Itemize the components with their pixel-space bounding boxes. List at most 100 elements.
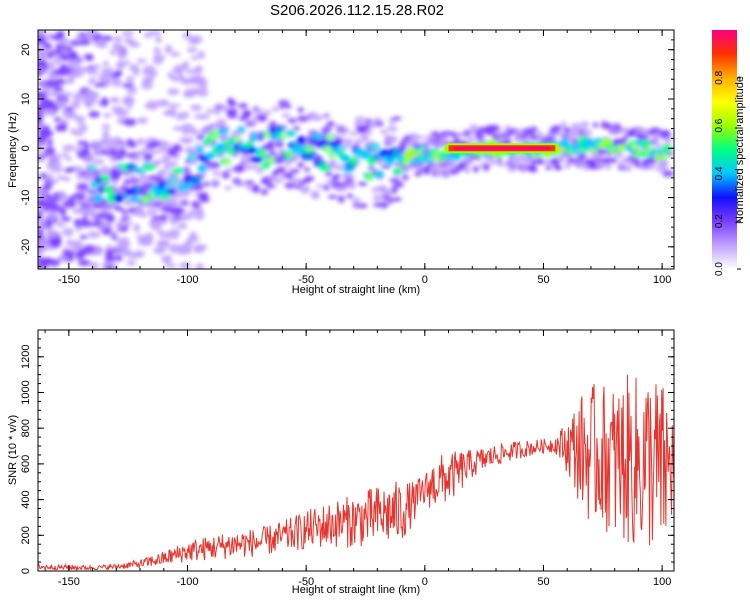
heatmap-cell: [283, 104, 292, 109]
heatmap-cell: [660, 159, 668, 167]
heatmap-cell: [195, 178, 200, 182]
heatmap-cell: [38, 104, 45, 112]
heatmap-cell: [65, 106, 73, 112]
heatmap-cell: [318, 161, 323, 165]
heatmap-cell: [103, 185, 114, 194]
heatmap-cell: [200, 192, 209, 199]
heatmap-cell: [250, 119, 257, 127]
heatmap-cell: [577, 149, 582, 153]
heatmap-cell: [354, 116, 367, 124]
heatmap-cell: [131, 156, 142, 162]
heatmap-cell: [182, 60, 190, 71]
heatmap-cell: [130, 195, 139, 203]
heatmap-cell: [333, 164, 345, 171]
heatmap-cell: [329, 136, 334, 140]
heatmap-cell: [292, 125, 301, 131]
heatmap-cell: [297, 136, 306, 144]
heatmap-cell: [156, 239, 171, 248]
heatmap-cell: [140, 80, 153, 90]
heatmap-cell: [173, 167, 184, 174]
x-tick-label: 0: [422, 576, 428, 588]
x-tick-label: -100: [176, 576, 198, 588]
heatmap-cell: [181, 200, 189, 207]
heatmap-cell: [287, 153, 292, 157]
heatmap-cell: [86, 68, 99, 75]
heatmap-cell: [617, 160, 625, 167]
heatmap-cell: [98, 72, 113, 83]
heatmap-cell: [116, 49, 128, 60]
heatmap-cell: [56, 175, 66, 180]
heatmap-cell: [210, 180, 220, 186]
snr-x-ticks: -150 -100 -50 0 50 100: [44, 330, 671, 588]
heatmap-cell: [209, 161, 221, 169]
heatmap-cell: [192, 201, 201, 208]
heatmap-cell: [464, 158, 474, 165]
heatmap-cell: [46, 138, 53, 147]
figure-title: S206.2026.112.15.28.R02: [270, 2, 444, 19]
heatmap-cell: [247, 146, 257, 154]
heatmap-cell: [663, 155, 668, 158]
heatmap-cell: [56, 99, 68, 110]
heatmap-cell: [61, 151, 69, 158]
heatmap-cell: [186, 69, 195, 75]
heatmap-cell: [87, 231, 101, 239]
heatmap-cell: [199, 84, 208, 89]
x-tick-label: -150: [58, 576, 80, 588]
heatmap-cell: [212, 171, 223, 177]
heatmap-peak-core: [454, 146, 550, 150]
heatmap-cell: [83, 143, 91, 150]
heatmap-cell: [38, 176, 44, 181]
heatmap-cell: [38, 142, 43, 147]
heatmap-cell: [186, 210, 197, 216]
heatmap-cell: [592, 122, 599, 128]
snr-series-line: [38, 374, 674, 571]
heatmap-cell: [483, 163, 490, 172]
heatmap-cell: [566, 157, 578, 165]
heatmap-cell: [52, 48, 64, 55]
heatmap-cell: [110, 77, 122, 88]
heatmap-cell: [123, 220, 133, 227]
heatmap-cell: [246, 184, 253, 191]
heatmap-cell: [176, 208, 186, 214]
heatmap-cell: [316, 183, 324, 189]
colorbar-ticks: 0.0 0.2 0.4 0.6 0.8: [714, 70, 741, 276]
heatmap-cell: [343, 140, 353, 149]
heatmap-cell: [227, 99, 237, 107]
heatmap-cell: [266, 183, 276, 189]
heatmap-cell: [46, 230, 59, 239]
heatmap-cell: [279, 126, 284, 130]
heatmap-cell: [49, 178, 59, 185]
heatmap-cell: [221, 135, 231, 142]
heatmap-cell: [190, 55, 199, 60]
heatmap-cell: [82, 66, 90, 73]
heatmap-cell: [238, 102, 248, 109]
heatmap-cell: [339, 147, 344, 151]
x-tick-label: 50: [537, 576, 549, 588]
heatmap-cell: [357, 203, 368, 209]
heatmap-cell: [74, 218, 82, 228]
heatmap-cell: [152, 202, 163, 207]
y-tick-label: -10: [20, 190, 32, 206]
heatmap-cell: [558, 157, 565, 163]
heatmap-cell: [90, 209, 98, 220]
heatmap-cell: [54, 55, 62, 66]
heatmap-cell: [109, 97, 120, 103]
heatmap-cell: [226, 114, 238, 119]
heatmap-cell: [46, 210, 58, 221]
heatmap-cell: [38, 220, 47, 228]
heatmap-cell: [114, 243, 128, 252]
heatmap-cell: [372, 194, 383, 202]
heatmap-cell: [189, 231, 198, 239]
heatmap-cell: [442, 134, 450, 142]
heatmap-cell: [284, 182, 296, 189]
heatmap-cell: [150, 149, 161, 155]
heatmap-cell: [49, 259, 61, 266]
heatmap-cell: [195, 263, 205, 269]
heatmap-cell: [65, 156, 73, 162]
snr-y-ticks: 0 200 400 600 800 1000 1200: [20, 329, 674, 574]
heatmap-cell: [271, 178, 284, 184]
heatmap-cell: [379, 129, 389, 135]
heatmap-cell: [142, 77, 155, 82]
heatmap-cell: [44, 193, 53, 201]
